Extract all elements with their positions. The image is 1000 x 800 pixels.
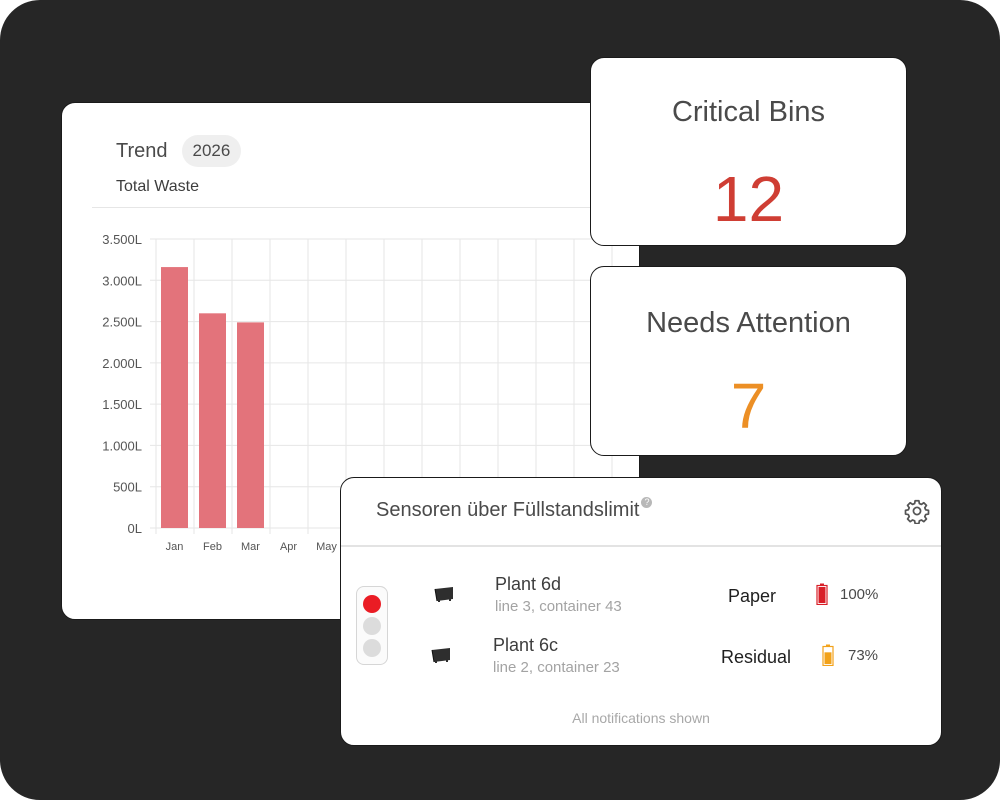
bar	[199, 313, 226, 528]
traffic-light-indicator	[356, 586, 388, 665]
critical-bins-label: Critical Bins	[671, 96, 826, 128]
y-tick-label: 500L	[113, 480, 142, 495]
x-tick-label: Jan	[166, 541, 184, 553]
y-tick-label: 3.000L	[102, 273, 142, 288]
y-tick-label: 0L	[128, 521, 142, 536]
x-tick-label: Feb	[203, 541, 222, 553]
y-tick-label: 1.500L	[102, 397, 142, 412]
critical-bins-card[interactable]: Critical Bins 12	[590, 57, 907, 246]
y-tick-label: 2.000L	[102, 356, 142, 371]
x-tick-label: May	[316, 541, 337, 553]
y-tick-label: 1.000L	[102, 438, 142, 453]
help-icon[interactable]: ?	[641, 497, 653, 508]
fill-percentage: 73%	[848, 647, 879, 664]
notifications-status: All notifications shown	[572, 710, 710, 726]
divider	[92, 207, 639, 208]
waste-type: Residual	[721, 647, 792, 667]
waste-container-icon	[434, 587, 453, 602]
sensor-alerts-title: Sensoren über Füllstandslimit?	[376, 497, 653, 522]
sensor-alerts-card: Sensoren über Füllstandslimit? Plant 6d …	[340, 477, 942, 746]
waste-type: Paper	[728, 586, 777, 606]
fill-level-icon	[822, 644, 834, 666]
needs-attention-label: Needs Attention	[646, 307, 851, 339]
y-tick-label: 3.500L	[102, 232, 142, 247]
x-tick-label: Apr	[280, 541, 297, 553]
trend-header: Trend 2026	[116, 135, 242, 167]
green-light	[363, 639, 381, 657]
red-light	[363, 595, 381, 613]
waste-container-icon	[431, 648, 450, 663]
bar	[237, 322, 264, 528]
x-tick-label: Mar	[241, 541, 260, 553]
trend-title: Trend	[116, 139, 168, 162]
sensor-row[interactable]: Plant 6d line 3, container 43 Paper 100%	[341, 574, 941, 622]
needs-attention-value: 7	[730, 370, 767, 442]
y-tick-label: 2.500L	[102, 315, 142, 330]
gear-icon[interactable]	[904, 498, 930, 524]
sensor-alerts-title-text: Sensoren über Füllstandslimit	[376, 499, 640, 521]
fill-percentage: 100%	[840, 586, 879, 603]
bar	[161, 267, 188, 528]
yellow-light	[363, 617, 381, 635]
divider	[341, 545, 941, 547]
sensor-location: line 2, container 23	[493, 659, 620, 676]
sensor-name: Plant 6d	[495, 574, 562, 594]
critical-bins-value: 12	[712, 163, 785, 235]
sensor-location: line 3, container 43	[495, 598, 622, 615]
fill-level-icon	[816, 583, 828, 605]
sensor-name: Plant 6c	[493, 635, 559, 655]
year-selector[interactable]: 2026	[181, 135, 242, 167]
chart-subtitle: Total Waste	[116, 178, 199, 195]
needs-attention-card[interactable]: Needs Attention 7	[590, 266, 907, 456]
sensor-row[interactable]: Plant 6c line 2, container 23 Residual 7…	[341, 635, 941, 683]
